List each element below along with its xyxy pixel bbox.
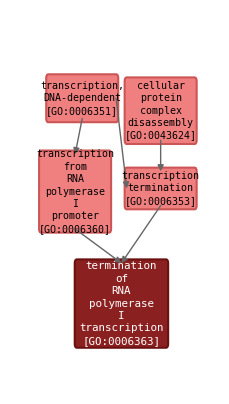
FancyBboxPatch shape [74,259,167,348]
FancyBboxPatch shape [46,74,118,122]
Text: transcription
from
RNA
polymerase
I
promoter
[GO:0006360]: transcription from RNA polymerase I prom… [36,149,114,234]
Text: termination
of
RNA
polymerase
I
transcription
[GO:0006363]: termination of RNA polymerase I transcri… [79,261,163,346]
Text: transcription
termination
[GO:0006353]: transcription termination [GO:0006353] [121,171,199,206]
Text: cellular
protein
complex
disassembly
[GO:0043624]: cellular protein complex disassembly [GO… [124,81,196,141]
FancyBboxPatch shape [39,151,111,233]
FancyBboxPatch shape [124,168,196,209]
Text: transcription,
DNA-dependent
[GO:0006351]: transcription, DNA-dependent [GO:0006351… [40,81,124,116]
FancyBboxPatch shape [124,78,196,144]
